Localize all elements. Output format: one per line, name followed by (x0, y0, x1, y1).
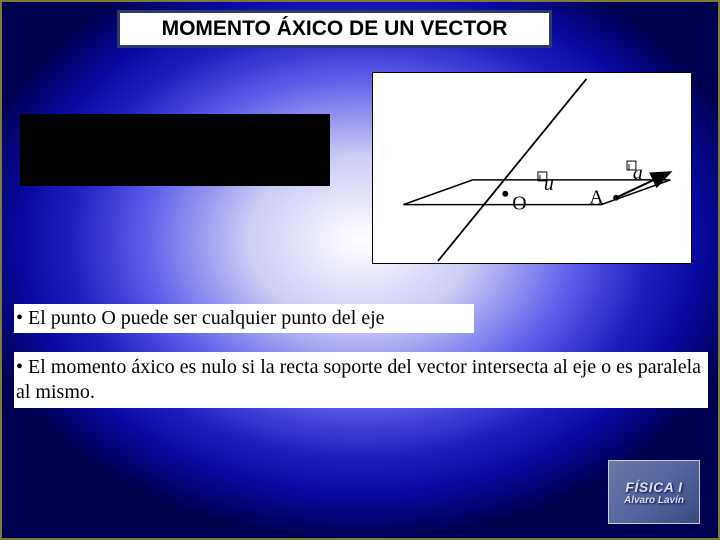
bullet-1: • El punto O puede ser cualquier punto d… (14, 304, 474, 333)
bullet-2: • El momento áxico es nulo si la recta s… (14, 352, 708, 408)
label-o: O (512, 193, 526, 215)
course-logo: FÍSICA I Álvaro Lavín (608, 460, 700, 524)
title-box: MOMENTO ÁXICO DE UN VECTOR (117, 10, 552, 48)
plane (403, 180, 670, 205)
point-o (502, 191, 508, 197)
axial-moment-diagram: O A u a (372, 72, 692, 264)
point-a (613, 195, 619, 201)
label-u: u (544, 173, 554, 195)
label-a-point: A (589, 187, 604, 209)
label-a-vector: a (633, 162, 643, 184)
axis-line (438, 79, 586, 261)
logo-title: FÍSICA I (625, 479, 682, 495)
logo-author: Álvaro Lavín (624, 495, 684, 506)
formula-placeholder (20, 114, 330, 186)
page-title: MOMENTO ÁXICO DE UN VECTOR (162, 17, 508, 41)
